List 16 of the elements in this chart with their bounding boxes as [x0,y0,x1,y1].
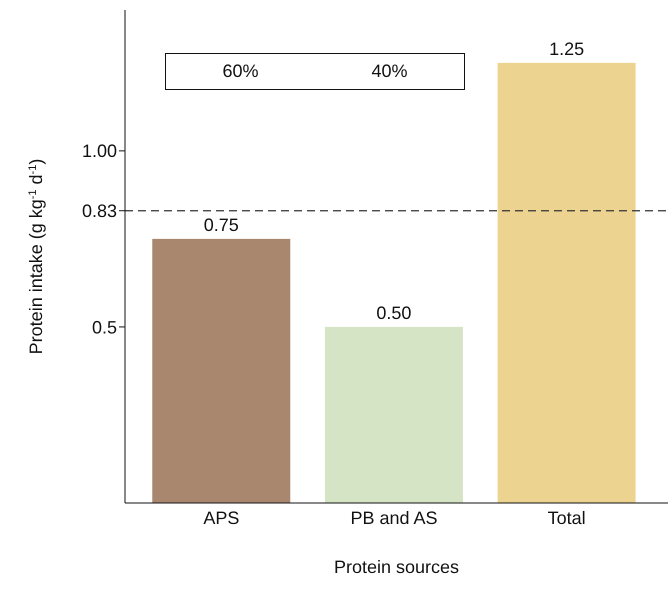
x-tick-label: PB and AS [350,508,438,528]
y-tick-label: 0.83 [82,201,117,222]
bar [498,62,636,503]
data-label: 0.50 [376,302,412,323]
y-tick-label: 1.00 [82,141,117,162]
data-label: 1.25 [549,38,584,59]
label-box: 60% 40% [165,53,465,90]
annotation: 40% [371,61,408,82]
data-label: 0.75 [204,214,239,235]
bar [324,326,463,503]
x-axis-title: Protein sources [334,557,460,577]
x-tick-label: APS [203,508,240,528]
annotation: 60% [222,61,259,82]
y-tick-label: 0.5 [92,317,117,338]
bar [152,238,290,503]
x-tick-label: Total [548,508,586,528]
